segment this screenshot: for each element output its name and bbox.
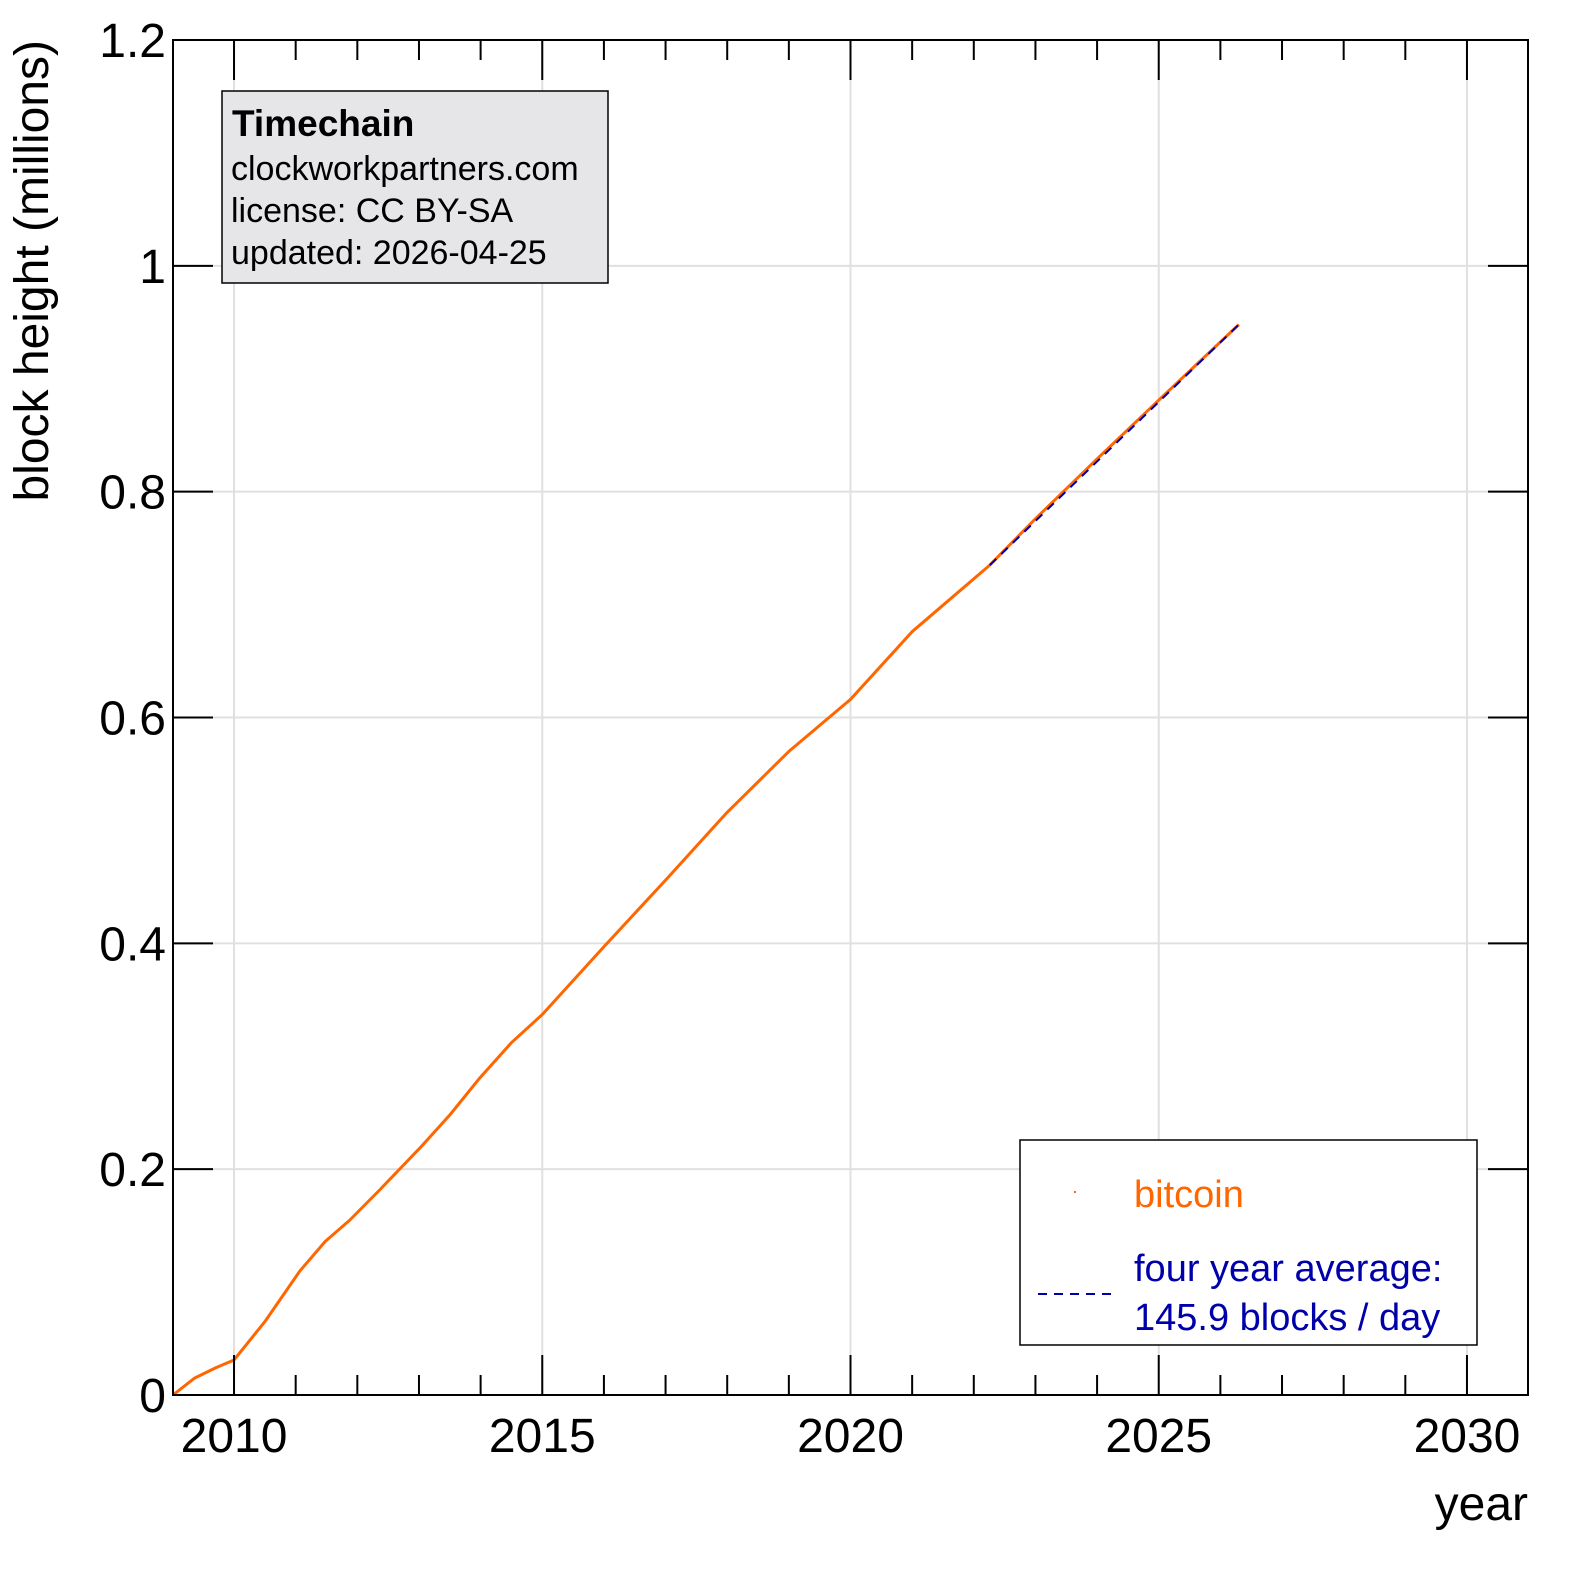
x-tick-label: 2010 <box>181 1410 288 1463</box>
ticks <box>173 39 1528 1396</box>
x-tick-label: 2030 <box>1414 1410 1521 1463</box>
info-box: Timechain clockworkpartners.com license:… <box>221 90 609 284</box>
legend: bitcoin four year average: 145.9 blocks … <box>1019 1139 1478 1346</box>
legend-label-bitcoin: bitcoin <box>1134 1174 1244 1216</box>
y-tick-label: 0.8 <box>99 467 166 520</box>
legend-label-average-rate: 145.9 blocks / day <box>1134 1297 1440 1339</box>
series-line-four-year-average <box>989 323 1240 566</box>
x-axis-label: year <box>1435 1478 1528 1531</box>
info-license: license: CC BY-SA <box>231 192 514 230</box>
info-website: clockworkpartners.com <box>231 150 579 188</box>
x-tick-label: 2020 <box>797 1410 904 1463</box>
x-tick-label: 2015 <box>489 1410 596 1463</box>
legend-marker-bitcoin <box>1074 1191 1076 1193</box>
series-layer <box>172 323 1240 1397</box>
y-tick-label: 0.6 <box>99 693 166 746</box>
y-axis-label: block height (millions) <box>6 40 59 502</box>
legend-label-average: four year average: <box>1134 1248 1442 1290</box>
y-tick-label: 1 <box>139 241 166 294</box>
info-title: Timechain <box>232 103 414 144</box>
y-tick-label: 0.4 <box>99 918 166 971</box>
info-updated: updated: 2026-04-25 <box>231 234 547 272</box>
tick-labels: 2010 2015 2020 2025 2030 0 0.2 0.4 0.6 0.8 1 1.2 <box>99 15 1520 1463</box>
y-tick-label: 0 <box>139 1370 166 1423</box>
y-tick-label: 0.2 <box>99 1144 166 1197</box>
x-tick-label: 2025 <box>1105 1410 1212 1463</box>
y-tick-label: 1.2 <box>99 15 166 68</box>
